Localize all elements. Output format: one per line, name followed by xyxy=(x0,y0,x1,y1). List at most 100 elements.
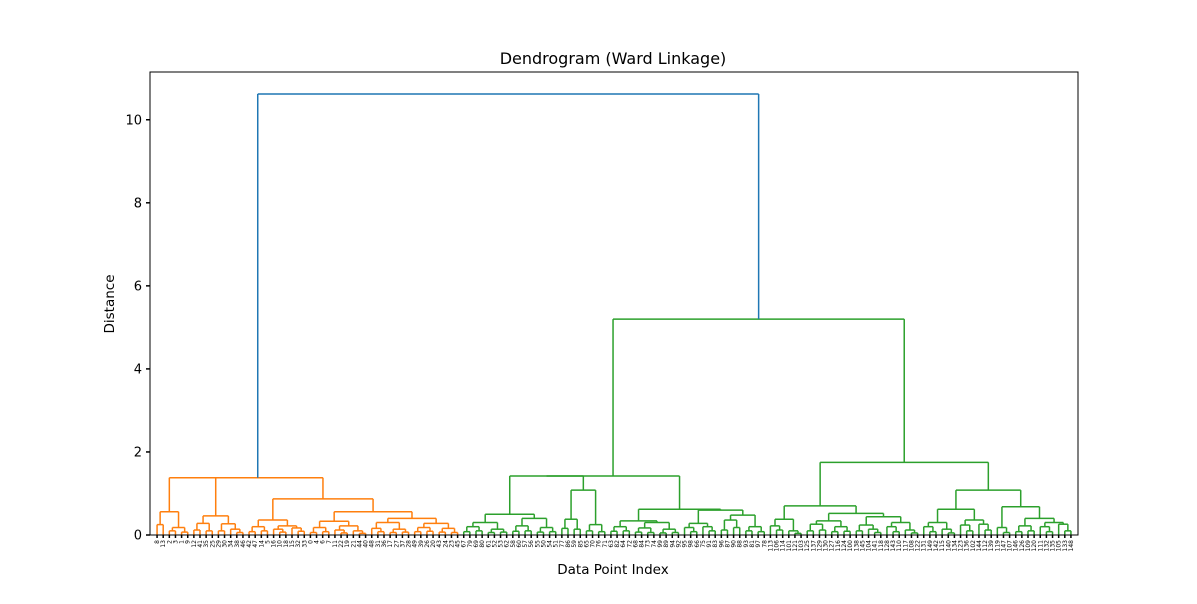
plot-frame xyxy=(149,71,1079,536)
x-tick-label: 19 xyxy=(344,540,351,548)
x-tick-label: 85 xyxy=(577,540,584,548)
x-tick-label: 101 xyxy=(786,540,793,552)
x-tick-label: 139 xyxy=(988,540,995,552)
x-tick-label: 80 xyxy=(479,540,486,548)
x-tick-label: 65 xyxy=(583,540,590,548)
x-tick-label: 33 xyxy=(301,540,308,548)
x-tick-label: 29 xyxy=(215,540,222,548)
x-tick-label: 92 xyxy=(675,540,682,548)
x-tick-label: 104 xyxy=(866,540,873,552)
x-tick-label: 145 xyxy=(859,540,866,552)
x-tick-label: 73 xyxy=(645,540,652,548)
x-tick-label: 97 xyxy=(755,540,762,548)
x-tick-label: 72 xyxy=(626,540,633,548)
x-tick-label: 84 xyxy=(639,540,646,548)
x-tick-label: 70 xyxy=(590,540,597,548)
x-tick-label: 119 xyxy=(994,540,1001,552)
x-tick-label: 55 xyxy=(534,540,541,548)
x-tick-label: 44 xyxy=(356,540,363,548)
x-tick-label: 62 xyxy=(504,540,511,548)
x-tick-label: 60 xyxy=(516,540,523,548)
x-tick-label: 51 xyxy=(553,540,560,548)
y-axis-label: Distance xyxy=(102,274,118,333)
x-tick-label: 2 xyxy=(166,540,173,544)
x-tick-label: 39 xyxy=(418,540,425,548)
x-tick-label: 81 xyxy=(749,540,756,548)
x-tick-label: 10 xyxy=(277,540,284,548)
x-tick-label: 125 xyxy=(804,540,811,552)
x-tick-label: 130 xyxy=(823,540,830,552)
x-tick-label: 132 xyxy=(1043,540,1050,552)
x-tick-label: 147 xyxy=(1000,540,1007,552)
x-tick-label: 47 xyxy=(252,540,259,548)
x-tick-label: 69 xyxy=(473,540,480,548)
x-tick-label: 98 xyxy=(688,540,695,548)
x-tick-label: 141 xyxy=(872,540,879,552)
x-tick-label: 95 xyxy=(682,540,689,548)
x-tick-label: 64 xyxy=(620,540,627,548)
x-tick-label: 24 xyxy=(442,540,449,548)
x-tick-label: 126 xyxy=(1019,540,1026,552)
x-tick-label: 43 xyxy=(436,540,443,548)
x-tick-label: 114 xyxy=(780,540,787,552)
x-tick-label: 46 xyxy=(240,540,247,548)
x-tick-label: 67 xyxy=(461,540,468,548)
x-tick-label: 94 xyxy=(669,540,676,548)
x-tick-label: 11 xyxy=(332,540,339,548)
x-tick-label: 18 xyxy=(283,540,290,548)
x-tick-label: 148 xyxy=(1068,540,1075,552)
x-tick-label: 135 xyxy=(1050,540,1057,552)
x-tick-label: 89 xyxy=(663,540,670,548)
x-tick-label: 17 xyxy=(387,540,394,548)
x-tick-label: 56 xyxy=(528,540,535,548)
x-tick-label: 133 xyxy=(1062,540,1069,552)
x-tick-label: 120 xyxy=(1031,540,1038,552)
x-tick-label: 76 xyxy=(596,540,603,548)
x-tick-label: 66 xyxy=(694,540,701,548)
x-tick-label: 140 xyxy=(945,540,952,552)
x-tick-label: 146 xyxy=(1013,540,1020,552)
x-tick-label: 88 xyxy=(737,540,744,548)
x-tick-label: 136 xyxy=(964,540,971,552)
x-tick-label: 37 xyxy=(399,540,406,548)
x-tick-label: 79 xyxy=(467,540,474,548)
x-tick-label: 52 xyxy=(491,540,498,548)
x-tick-label: 8 xyxy=(154,540,161,544)
x-tick-label: 102 xyxy=(970,540,977,552)
x-tick-label: 71 xyxy=(602,540,609,548)
x-tick-label: 117 xyxy=(902,540,909,552)
x-tick-label: 53 xyxy=(498,540,505,548)
x-tick-label: 134 xyxy=(951,540,958,552)
x-tick-label: 149 xyxy=(927,540,934,552)
x-tick-label: 143 xyxy=(890,540,897,552)
x-tick-label: 110 xyxy=(896,540,903,552)
x-tick-label: 63 xyxy=(608,540,615,548)
x-tick-label: 138 xyxy=(853,540,860,552)
x-tick-label: 74 xyxy=(651,540,658,548)
x-tick-label: 118 xyxy=(878,540,885,552)
x-tick-label: 86 xyxy=(565,540,572,548)
y-tick-label: 10 xyxy=(125,113,142,128)
x-tick-label: 6 xyxy=(320,540,327,544)
x-tick-label: 0 xyxy=(307,540,314,544)
x-tick-label: 30 xyxy=(222,540,229,548)
x-tick-label: 82 xyxy=(614,540,621,548)
x-tick-label: 16 xyxy=(271,540,278,548)
x-tick-label: 40 xyxy=(363,540,370,548)
x-tick-label: 12 xyxy=(191,540,198,548)
x-tick-label: 26 xyxy=(424,540,431,548)
x-tick-label: 27 xyxy=(393,540,400,548)
x-tick-label: 15 xyxy=(289,540,296,548)
x-tick-label: 21 xyxy=(350,540,357,548)
x-tick-label: 32 xyxy=(295,540,302,548)
x-tick-label: 75 xyxy=(700,540,707,548)
x-tick-label: 121 xyxy=(792,540,799,552)
x-tick-label: 78 xyxy=(761,540,768,548)
x-tick-label: 77 xyxy=(559,540,566,548)
x-tick-label: 124 xyxy=(841,540,848,552)
x-tick-label: 106 xyxy=(774,540,781,552)
x-tick-label: 31 xyxy=(375,540,382,548)
x-tick-label: 57 xyxy=(522,540,529,548)
x-tick-label: 93 xyxy=(743,540,750,548)
